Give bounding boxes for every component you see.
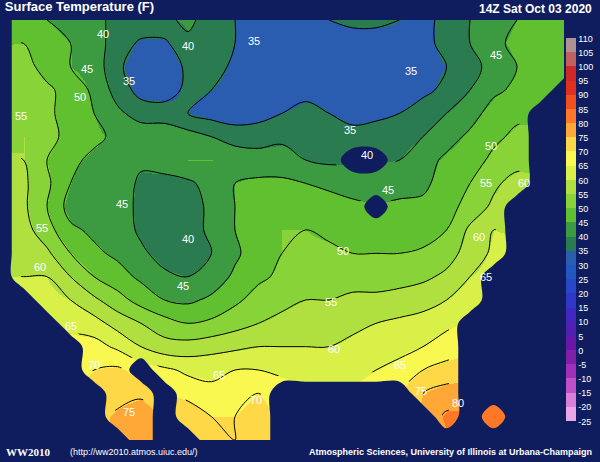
svg-text:10: 10 [578,317,588,327]
svg-text:75: 75 [123,406,135,418]
svg-text:Atmospheric Sciences, Universi: Atmospheric Sciences, University of Illi… [309,447,592,457]
svg-text:110: 110 [578,34,592,44]
svg-text:45: 45 [382,184,394,196]
svg-text:WW2010: WW2010 [6,446,51,458]
svg-text:75: 75 [415,385,427,397]
svg-text:5: 5 [578,332,583,342]
svg-text:50: 50 [74,91,86,103]
svg-text:-25: -25 [578,417,591,427]
svg-text:60: 60 [518,177,530,189]
svg-text:55: 55 [480,177,492,189]
svg-text:60: 60 [328,343,340,355]
svg-text:-15: -15 [578,388,591,398]
svg-text:0: 0 [578,346,583,356]
svg-text:25: 25 [578,275,588,285]
svg-text:35: 35 [248,35,260,47]
svg-text:45: 45 [81,63,93,75]
svg-text:70: 70 [250,394,262,406]
svg-text:50: 50 [578,204,588,214]
svg-text:40: 40 [578,232,588,242]
svg-text:55: 55 [36,222,48,234]
svg-text:65: 65 [480,271,492,283]
svg-text:65: 65 [394,359,406,371]
svg-text:80: 80 [452,397,464,409]
svg-text:Surface Temperature (F): Surface Temperature (F) [5,0,154,14]
svg-text:(http://ww2010.atmos.uiuc.edu/: (http://ww2010.atmos.uiuc.edu/) [70,447,198,457]
svg-text:65: 65 [65,320,77,332]
svg-text:-10: -10 [578,374,591,384]
svg-text:60: 60 [34,261,46,273]
svg-text:35: 35 [405,65,417,77]
svg-text:50: 50 [337,245,349,257]
svg-text:45: 45 [177,280,189,292]
svg-text:65: 65 [213,369,225,381]
svg-text:35: 35 [123,75,135,87]
svg-text:90: 90 [578,90,588,100]
svg-text:80: 80 [578,119,588,129]
svg-text:60: 60 [473,231,485,243]
svg-text:20: 20 [578,289,588,299]
svg-text:15: 15 [578,303,588,313]
svg-text:30: 30 [578,261,588,271]
svg-text:75: 75 [578,133,588,143]
svg-text:85: 85 [578,105,588,115]
svg-text:14Z Sat Oct 03 2020: 14Z Sat Oct 03 2020 [479,2,592,16]
svg-text:55: 55 [15,110,27,122]
svg-text:45: 45 [490,49,502,61]
svg-text:65: 65 [578,161,588,171]
svg-text:-5: -5 [578,360,586,370]
svg-text:95: 95 [578,76,588,86]
svg-text:100: 100 [578,62,593,72]
svg-text:60: 60 [578,176,588,186]
svg-text:35: 35 [578,246,588,256]
svg-text:40: 40 [361,149,373,161]
svg-text:105: 105 [578,48,593,58]
svg-text:45: 45 [578,218,588,228]
svg-text:40: 40 [182,40,194,52]
svg-text:50: 50 [485,140,497,152]
svg-text:40: 40 [97,28,109,40]
svg-text:35: 35 [344,124,356,136]
svg-text:55: 55 [578,190,588,200]
svg-text:55: 55 [325,296,337,308]
svg-text:40: 40 [182,233,194,245]
svg-text:70: 70 [88,359,100,371]
svg-text:-20: -20 [578,402,591,412]
svg-text:45: 45 [116,198,128,210]
svg-text:70: 70 [578,147,588,157]
